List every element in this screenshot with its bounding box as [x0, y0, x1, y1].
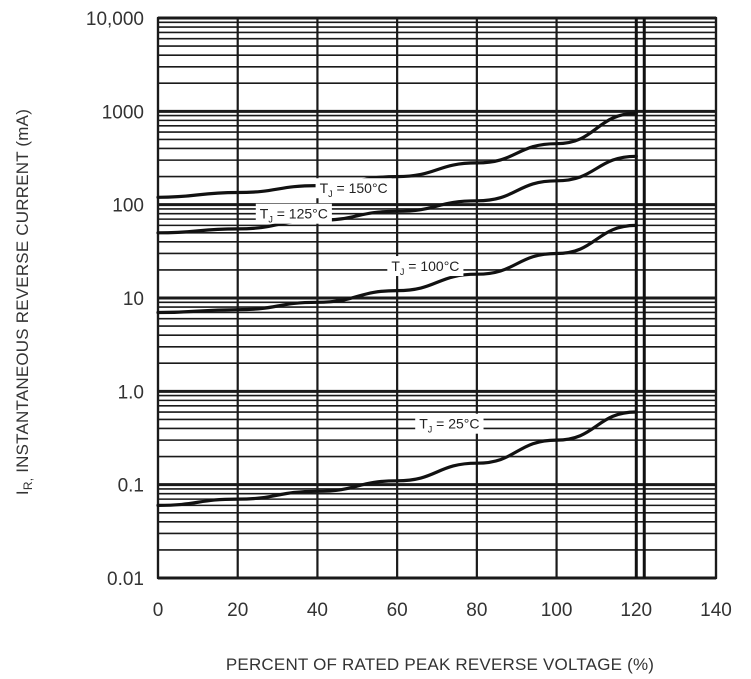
y-tick-label: 10	[123, 289, 144, 310]
curve-label-3: TJ = 25°C	[419, 416, 479, 435]
y-tick-label: 0.1	[118, 476, 144, 497]
x-tick-label: 80	[466, 600, 487, 621]
y-tick-label: 10,000	[86, 9, 144, 30]
grid-lines	[156, 16, 718, 580]
tick-labels: 0.01 0.1 1.0 10 100 1000 10,000 0 20 40 60 80 100 120…	[86, 9, 732, 621]
curve-label-prefix: T	[320, 180, 329, 196]
curve-labels: TJ = 150°CTJ = 125°CTJ = 100°CTJ = 25°C	[255, 178, 484, 435]
curve-label-prefix: T	[260, 206, 269, 222]
curve-label-2: TJ = 100°C	[391, 258, 459, 277]
curve-label-bg-0	[315, 178, 392, 199]
curve-label-suffix: = 100°C	[404, 258, 459, 274]
curve-label-prefix: T	[419, 416, 428, 432]
y-tick-label: 0.01	[107, 569, 144, 590]
x-tick-label: 40	[307, 600, 328, 621]
curve-label-0: TJ = 150°C	[320, 180, 388, 199]
curve-label-suffix: = 150°C	[333, 180, 388, 196]
curve-label-suffix: = 25°C	[432, 416, 479, 432]
curve-label-1: TJ = 125°C	[260, 206, 328, 225]
curve-label-subscript: J	[428, 425, 433, 435]
y-axis-symbol: I	[13, 490, 32, 495]
y-axis-label: IR, INSTANTANEOUS REVERSE CURRENT (mA)	[13, 109, 35, 495]
y-axis-title: INSTANTANEOUS REVERSE CURRENT (mA)	[13, 109, 32, 473]
series-line-2	[156, 223, 638, 315]
y-tick-label: 1.0	[118, 382, 144, 403]
series-line-3	[156, 410, 638, 507]
curve-label-bg-3	[415, 413, 484, 434]
curve-label-bg-1	[255, 203, 332, 224]
series-curves	[156, 18, 646, 578]
series-line-1	[156, 154, 638, 235]
x-tick-label: 120	[620, 600, 652, 621]
x-tick-label: 60	[387, 600, 408, 621]
x-axis-label: PERCENT OF RATED PEAK REVERSE VOLTAGE (%…	[226, 655, 654, 674]
plot-frame	[156, 16, 718, 580]
curve-label-subscript: J	[328, 189, 333, 199]
x-tick-label: 100	[541, 600, 573, 621]
curve-label-subscript: J	[400, 267, 405, 277]
x-tick-label: 0	[153, 600, 164, 621]
y-tick-label: 100	[112, 196, 144, 217]
x-tick-label: 140	[700, 600, 732, 621]
y-tick-label: 1000	[102, 102, 144, 123]
curve-label-bg-2	[387, 256, 464, 277]
curve-label-suffix: = 125°C	[273, 206, 328, 222]
curve-label-subscript: J	[268, 215, 273, 225]
series-line-0	[156, 111, 638, 199]
y-axis-symbol-subscript: R,	[21, 478, 35, 490]
x-tick-label: 20	[227, 600, 248, 621]
curve-label-prefix: T	[391, 258, 400, 274]
